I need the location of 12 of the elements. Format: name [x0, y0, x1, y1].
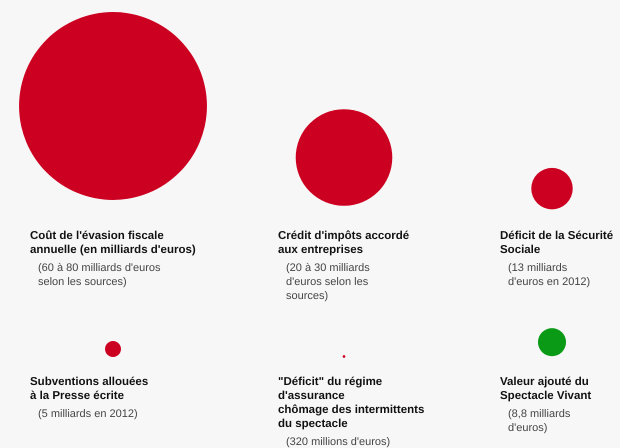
- data-label: (320 millions d'euros): [286, 436, 390, 448]
- category-label: Subventions allouées à la Presse écrite: [30, 376, 148, 402]
- category-label: Déficit de la Sécurité Sociale: [500, 230, 614, 256]
- category-label: Coût de l'évasion fiscale annuelle (en milliards d'euros): [30, 230, 196, 256]
- category-label: Crédit d'impôts accordé aux entreprises: [278, 230, 410, 256]
- category-label: "Déficit" du régime d'assurance chômage des intermittents du spectacle: [278, 376, 424, 430]
- data-label: (60 à 80 milliards d'euros selon les sources): [38, 262, 162, 288]
- data-label: (20 à 30 milliards d'euros selon les sources): [286, 262, 370, 302]
- data-label: (8,8 milliards d'euros): [508, 408, 571, 434]
- data-label: (5 milliards en 2012): [38, 408, 138, 420]
- data-label: (13 milliards d'euros en 2012): [508, 262, 590, 288]
- category-label: Valeur ajouté du Spectacle Vivant: [500, 376, 592, 402]
